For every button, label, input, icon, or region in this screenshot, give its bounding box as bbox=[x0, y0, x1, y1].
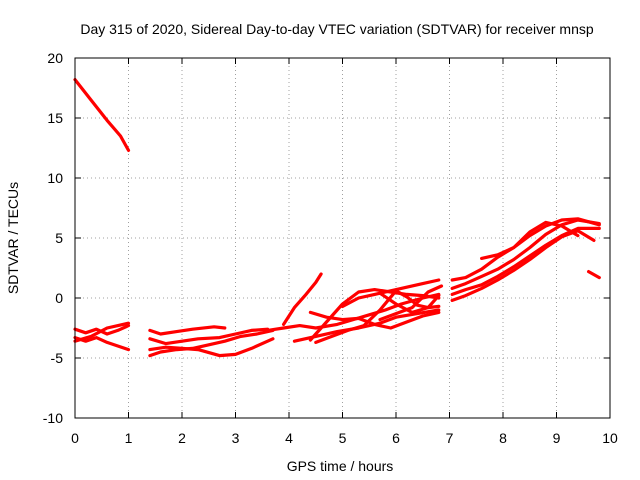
series-trace-s13 bbox=[308, 310, 441, 330]
series-trace-s3 bbox=[73, 336, 131, 352]
x-tick-label: 7 bbox=[446, 430, 454, 446]
series-trace-s17 bbox=[378, 284, 444, 322]
y-tick-label: 0 bbox=[55, 290, 63, 306]
y-axis-label: SDTVAR / TECUs bbox=[5, 182, 21, 294]
series-trace-s4 bbox=[73, 321, 131, 343]
x-tick-label: 5 bbox=[339, 430, 347, 446]
x-tick-label: 4 bbox=[285, 430, 293, 446]
series-trace-s23 bbox=[587, 270, 601, 280]
x-tick-label: 3 bbox=[232, 430, 240, 446]
series-trace-s16 bbox=[378, 291, 441, 314]
tick-labels: 0 1 2 3 4 5 6 7 8 9 10 -10 -5 0 5 10 15 20 bbox=[43, 50, 618, 446]
x-tick-label: 6 bbox=[392, 430, 400, 446]
series-trace-s5 bbox=[148, 325, 227, 336]
series-trace-s15 bbox=[340, 278, 441, 308]
y-tick-label: -10 bbox=[43, 410, 63, 426]
series-trace-s10 bbox=[282, 272, 323, 326]
series-trace-s1 bbox=[73, 78, 131, 152]
series-trace-s22 bbox=[480, 220, 580, 260]
y-tick-label: 20 bbox=[47, 50, 63, 66]
x-axis-label: GPS time / hours bbox=[287, 458, 394, 474]
y-tick-label: 15 bbox=[47, 110, 63, 126]
x-tick-label: 2 bbox=[178, 430, 186, 446]
x-tick-label: 0 bbox=[71, 430, 79, 446]
ticks bbox=[74, 57, 611, 419]
x-tick-label: 8 bbox=[499, 430, 507, 446]
y-tick-label: -5 bbox=[51, 350, 64, 366]
x-tick-label: 9 bbox=[553, 430, 561, 446]
series-trace-s11 bbox=[292, 308, 441, 343]
series-group bbox=[73, 78, 601, 358]
grid bbox=[75, 58, 610, 418]
x-tick-label: 1 bbox=[125, 430, 133, 446]
chart-title: Day 315 of 2020, Sidereal Day-to-day VTE… bbox=[80, 21, 593, 37]
series-trace-s21 bbox=[450, 229, 596, 302]
x-tick-label: 10 bbox=[602, 430, 618, 446]
y-tick-label: 5 bbox=[55, 230, 63, 246]
series-trace-s7 bbox=[148, 337, 275, 358]
series-trace-s19 bbox=[450, 218, 601, 290]
y-tick-label: 10 bbox=[47, 170, 63, 186]
series-trace-s6 bbox=[148, 327, 270, 346]
series-trace-s12 bbox=[308, 288, 441, 342]
series-trace-s8 bbox=[148, 328, 275, 358]
